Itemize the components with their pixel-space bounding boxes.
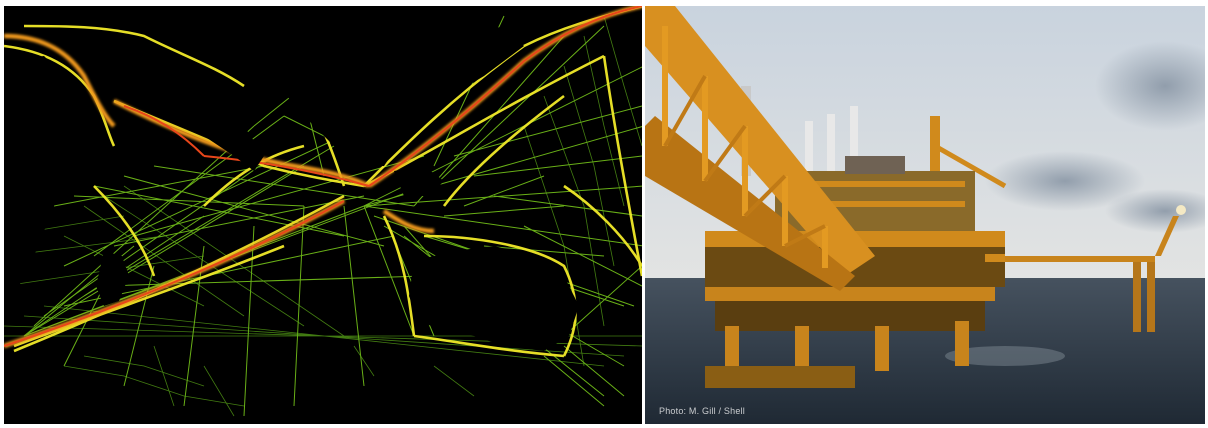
foreground-truss xyxy=(645,6,875,291)
boat-landing xyxy=(705,366,855,388)
truss-beam xyxy=(645,116,855,291)
water-splash xyxy=(945,346,1065,366)
platform-leg xyxy=(955,321,969,366)
land-africa xyxy=(4,56,94,306)
exhaust-stack xyxy=(827,114,835,172)
exhaust-stack xyxy=(805,121,813,171)
truss-beam xyxy=(645,6,875,276)
landmasses xyxy=(4,6,579,351)
platform-leg xyxy=(795,326,809,376)
oil-platform-photo: Photo: M. Gill / Shell xyxy=(645,6,1205,424)
shipping-routes-map xyxy=(4,6,642,424)
shipping-routes-map-image xyxy=(4,6,642,424)
crane-boom xyxy=(933,143,1007,189)
land-borneo xyxy=(394,166,444,196)
exhaust-stack xyxy=(850,106,858,171)
land-asia xyxy=(264,26,524,166)
cloud xyxy=(1105,189,1205,233)
platform-leg xyxy=(725,326,739,376)
platform-leg xyxy=(875,326,889,371)
land-australia xyxy=(409,246,579,351)
peak-density-routes xyxy=(4,6,642,347)
land-arabia xyxy=(124,66,264,171)
land-europe xyxy=(134,6,244,56)
photo-credit: Photo: M. Gill / Shell xyxy=(659,406,745,416)
cloud xyxy=(1095,41,1205,131)
cloud xyxy=(985,151,1145,211)
oil-platform-scene xyxy=(645,6,1205,424)
distant-platform xyxy=(975,205,1186,332)
lower-deck xyxy=(705,287,995,301)
land-madagascar xyxy=(96,251,129,306)
